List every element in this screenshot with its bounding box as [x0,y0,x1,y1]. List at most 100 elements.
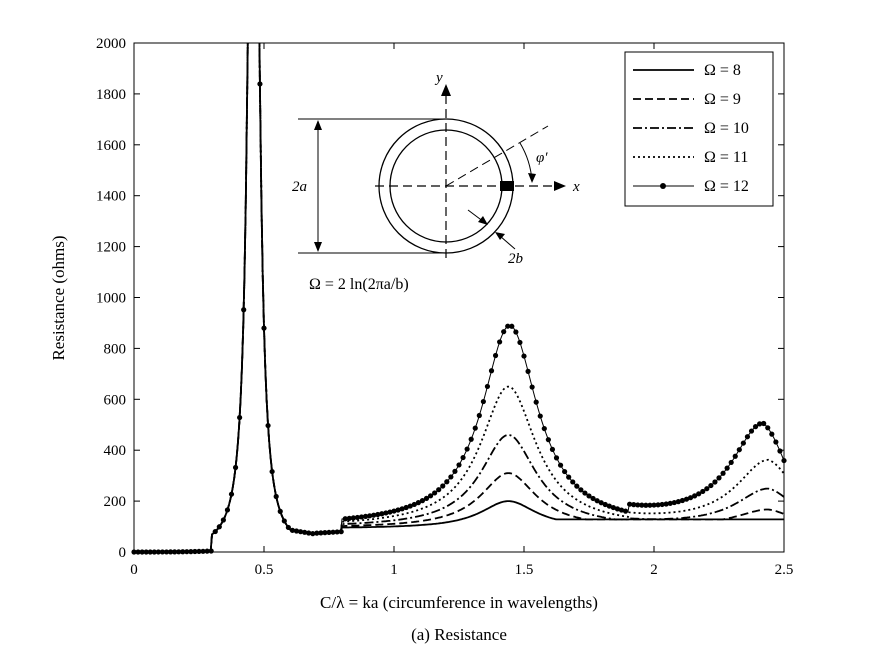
series-marker [212,528,218,535]
series-marker [716,475,722,481]
series-marker [216,524,222,530]
series-marker [777,448,783,454]
series-marker [488,368,495,374]
series-marker [419,498,426,504]
inset-wire-arrow-1 [478,216,488,225]
series-marker [350,515,356,521]
series-marker [444,479,450,485]
series-marker [237,414,243,421]
series-marker [622,508,629,514]
y-tick-label: 400 [104,443,127,459]
y-tick-label: 600 [104,392,127,408]
series-marker [724,465,730,471]
series-marker [752,424,759,430]
series-marker [188,549,194,555]
series-marker [293,528,300,534]
series-marker [131,549,137,555]
series-marker [143,549,149,555]
inset-angle-ray [445,125,549,187]
series-marker [484,383,491,390]
series-layer [131,43,787,555]
series-marker [655,502,661,508]
series-marker [476,412,482,419]
series-marker [675,499,681,505]
x-tick-label: 1.5 [515,562,534,578]
series-marker [184,549,190,555]
inset-y-label: y [434,70,443,86]
series-marker [436,487,442,493]
series-marker [338,529,344,535]
inset-dim-a-arrow-bottom [314,242,322,252]
inset-x-arrow [554,181,566,191]
series-marker [415,500,421,506]
series-marker [232,464,239,471]
axis-ticks: 0 0.5 1 1.5 2 2.5 0 200 400 600 800 1000 1200 1400 160… [96,36,793,578]
series-marker [574,483,580,489]
series-marker [618,507,625,513]
series-marker [614,506,621,512]
series-marker [505,323,511,329]
y-tick-label: 1800 [96,87,126,103]
series-marker [525,368,531,374]
series-marker [464,446,470,452]
series-marker [265,422,271,429]
series-marker [643,502,649,508]
y-tick-label: 1400 [96,189,126,205]
series-marker [700,488,706,495]
inset-dim-b-label: 2b [508,251,524,267]
series-marker [261,325,267,331]
series-marker [586,493,592,499]
series-marker [509,323,515,329]
series-marker [606,503,612,509]
series-marker [761,420,767,427]
series-marker [257,81,263,87]
series-marker [627,501,633,507]
series-marker [448,474,454,480]
series-marker [590,495,596,502]
series-marker [631,502,637,508]
series-marker [582,490,588,496]
series-marker [224,507,231,513]
series-marker [692,493,698,499]
series-marker [281,518,287,524]
y-tick-label: 1000 [96,291,126,307]
series-marker [208,548,214,554]
series-marker [553,455,560,461]
series-marker [513,329,519,335]
series-marker [663,501,669,507]
series-marker [610,504,616,511]
series-marker [480,398,486,405]
series-marker [318,530,324,536]
series-marker [285,524,291,531]
series-marker [407,503,413,509]
legend-marker [660,183,666,189]
legend-label: Ω = 9 [704,91,741,108]
series-marker [594,498,600,504]
legend-box [624,51,774,207]
x-tick-label: 1 [390,562,398,578]
series-marker [602,501,608,508]
series-marker [570,479,576,485]
inset-formula: Ω = 2 ln(2πa/b) [309,276,409,293]
series-marker [139,549,145,555]
series-marker [456,462,462,468]
series-marker [399,506,405,512]
series-marker [562,468,568,475]
series-marker [545,437,551,443]
y-axis-label: Resistance (ohms) [49,235,68,360]
series-marker [192,548,198,555]
series-marker [200,548,206,554]
series-marker [289,527,296,533]
series-marker [769,431,775,437]
series-marker [176,549,182,555]
inset-dim-a-label: 2a [292,179,307,195]
series-marker [427,493,434,499]
series-marker [297,529,304,535]
series-marker [598,500,604,506]
series-marker [659,501,665,508]
series-marker [163,549,170,555]
x-axis-label: C/λ = ka (circumference in wavelengths) [320,593,598,612]
legend-label: Ω = 10 [704,120,749,137]
series-marker [167,549,174,555]
x-tick-label: 2 [650,562,658,578]
